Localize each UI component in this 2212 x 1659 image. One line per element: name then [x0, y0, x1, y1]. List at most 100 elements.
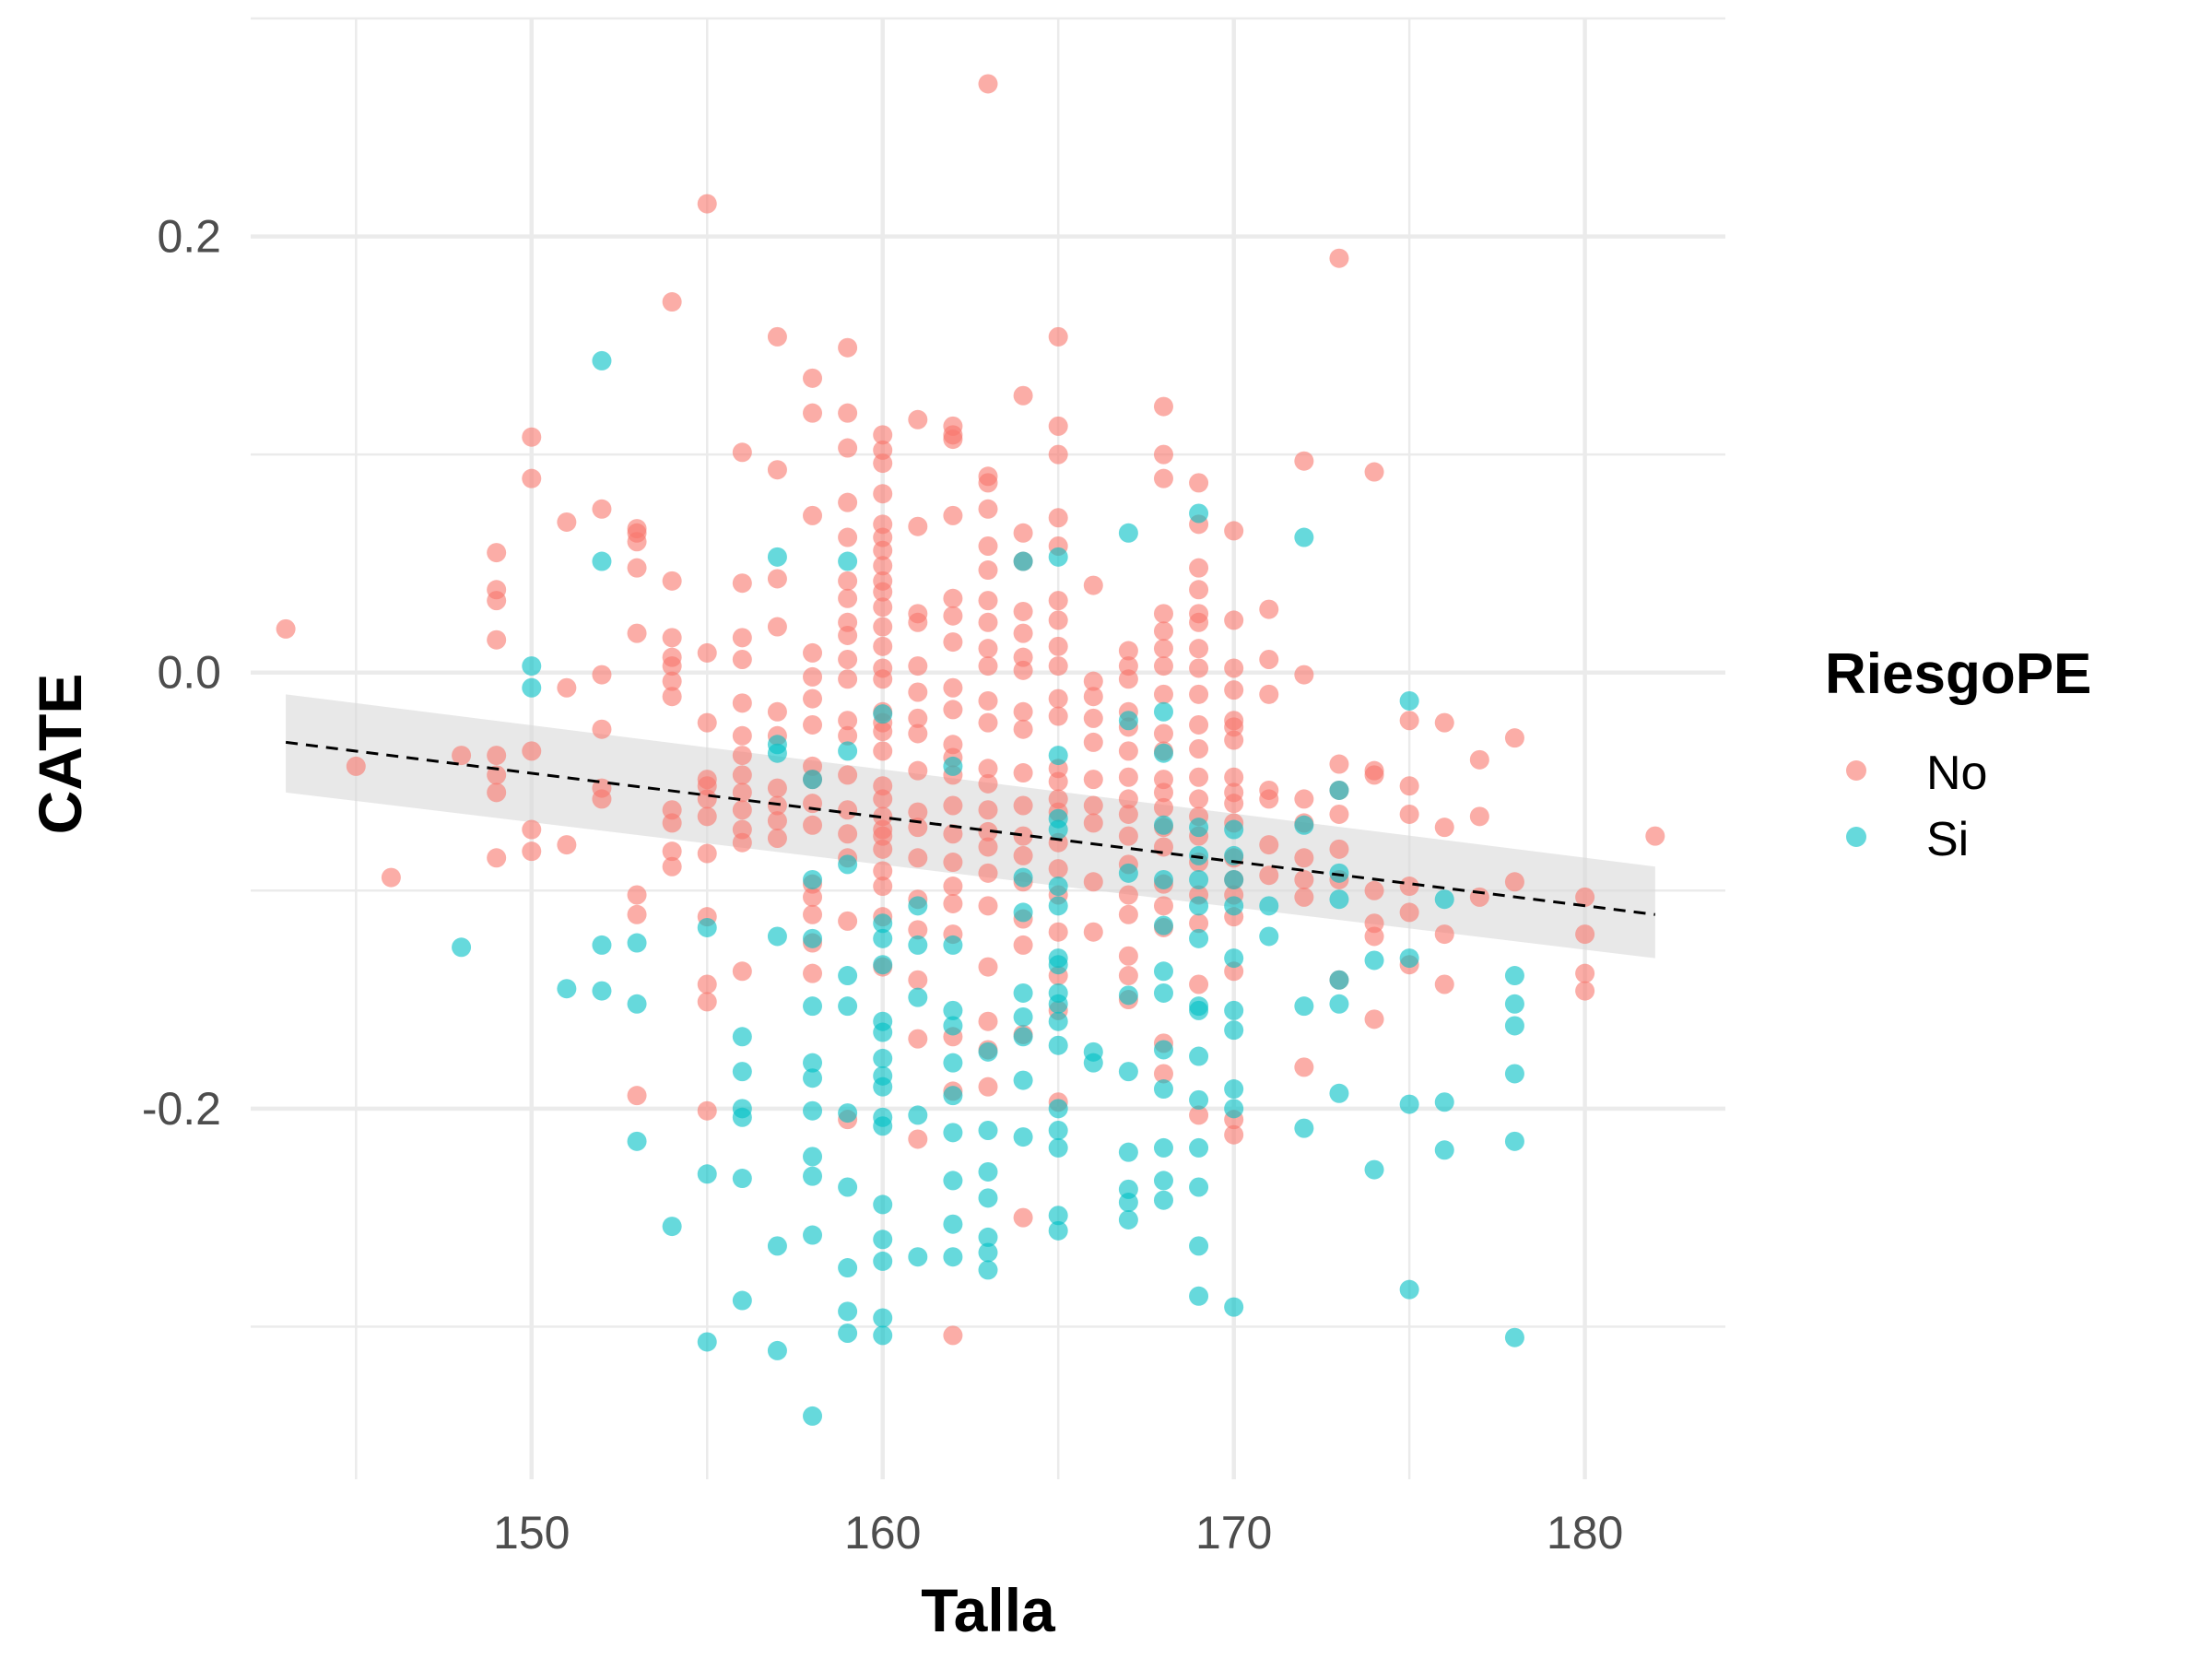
point-no [803, 904, 823, 924]
point-si [908, 1105, 928, 1125]
point-si [1048, 955, 1068, 975]
point-no [767, 701, 787, 722]
point-no [1153, 468, 1173, 488]
point-si [1189, 1000, 1209, 1020]
point-no [978, 863, 998, 883]
point-no [838, 669, 858, 689]
point-no [1329, 804, 1349, 824]
point-no [838, 438, 858, 458]
point-si [1118, 985, 1138, 1006]
point-si [662, 1217, 682, 1237]
point-si [1329, 1083, 1349, 1103]
point-si [1224, 948, 1244, 969]
point-si [1048, 1206, 1068, 1226]
point-no [1048, 636, 1068, 656]
point-no [662, 292, 682, 312]
point-no [1364, 1009, 1384, 1030]
point-no [838, 588, 858, 608]
point-si [838, 551, 858, 571]
point-no [908, 970, 928, 990]
point-no [1399, 776, 1419, 796]
point-no [697, 712, 717, 733]
point-no [592, 499, 612, 519]
point-no [873, 741, 893, 761]
point-si [1189, 1046, 1209, 1066]
point-no [346, 756, 366, 776]
point-no [1224, 521, 1244, 541]
point-no [978, 759, 998, 779]
point-no [1189, 558, 1209, 578]
point-si [1048, 1120, 1068, 1140]
point-no [978, 473, 998, 493]
point-no [662, 687, 682, 707]
point-no [908, 708, 928, 728]
point-no [1083, 922, 1103, 942]
point-no [1013, 795, 1033, 816]
point-no [978, 712, 998, 733]
point-no [487, 765, 507, 785]
point-no [767, 326, 787, 347]
point-si [1118, 1193, 1138, 1213]
point-no [1434, 924, 1454, 945]
point-no [1118, 946, 1138, 966]
point-si [1434, 1092, 1454, 1112]
point-no [1083, 770, 1103, 790]
point-si [1504, 1131, 1524, 1151]
legend-label-no: No [1926, 747, 1987, 800]
point-si [1153, 1040, 1173, 1060]
point-no [908, 612, 928, 632]
point-no [697, 1100, 717, 1121]
point-no [873, 636, 893, 656]
point-si [1224, 819, 1244, 840]
point-no [1294, 789, 1314, 809]
point-si [838, 854, 858, 875]
point-no [873, 484, 893, 504]
point-no [732, 746, 752, 766]
point-no [978, 773, 998, 794]
point-no [1083, 687, 1103, 707]
point-no [557, 677, 577, 698]
point-no [662, 628, 682, 648]
point-si [803, 1068, 823, 1088]
point-no [943, 824, 963, 844]
y-axis-title: CATE [26, 674, 94, 835]
point-no [803, 666, 823, 687]
point-no [662, 841, 682, 862]
point-no [1224, 1124, 1244, 1145]
point-si [873, 928, 893, 948]
x-tick-label: 180 [1547, 1507, 1623, 1559]
point-no [1048, 610, 1068, 630]
point-no [592, 789, 612, 809]
point-no [1118, 789, 1138, 809]
point-no [662, 856, 682, 877]
point-no [943, 700, 963, 720]
point-si [1329, 994, 1349, 1014]
point-si [978, 1188, 998, 1208]
point-no [1294, 1057, 1314, 1077]
point-si [1048, 1099, 1068, 1119]
x-axis-title: Talla [921, 1576, 1056, 1644]
point-si [873, 704, 893, 724]
point-no [732, 765, 752, 785]
point-no [1575, 924, 1595, 945]
point-si [978, 1041, 998, 1062]
point-no [1013, 623, 1033, 643]
point-si [1294, 996, 1314, 1017]
point-no [873, 425, 893, 445]
y-tick-labels: -0.2 0.0 0.2 [142, 211, 221, 1135]
point-no [1189, 658, 1209, 678]
point-no [662, 671, 682, 691]
point-no [1153, 896, 1173, 916]
point-si [1118, 1209, 1138, 1230]
point-no [1189, 684, 1209, 704]
point-no [1153, 639, 1173, 659]
point-si [873, 1116, 893, 1136]
point-si [1048, 1137, 1068, 1158]
point-no [487, 746, 507, 766]
point-si [1329, 863, 1349, 883]
point-no [908, 656, 928, 677]
point-si [1189, 1236, 1209, 1256]
point-no [978, 800, 998, 820]
point-no [1048, 922, 1068, 942]
point-no [1048, 859, 1068, 879]
